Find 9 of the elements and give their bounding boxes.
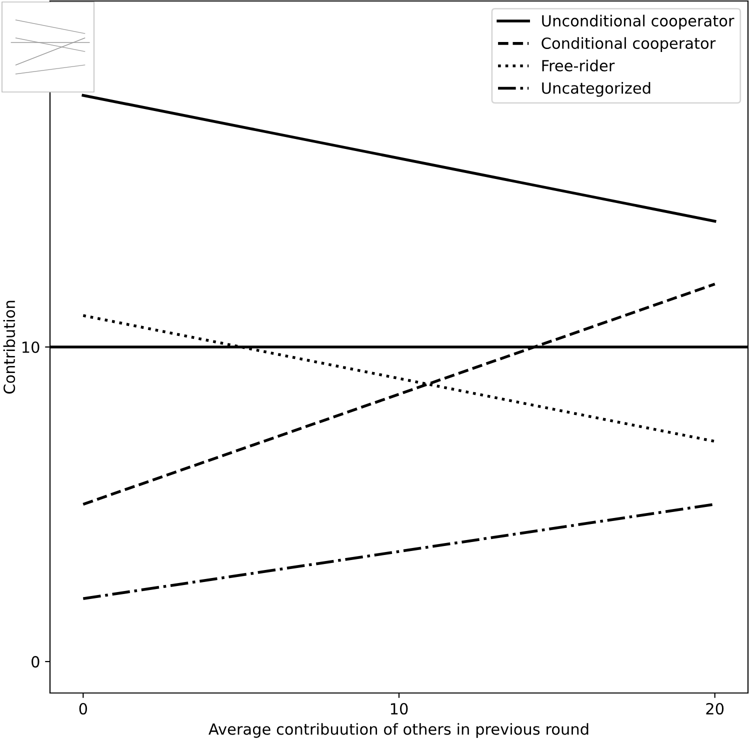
x-tick-label: 10: [390, 702, 408, 715]
y-axis-title: Contribution: [3, 300, 16, 394]
x-tick-label: 0: [79, 702, 88, 715]
legend-label: Uncategorized: [542, 82, 650, 97]
legend-label: Free-rider: [542, 60, 615, 72]
x-tick-label: 20: [706, 702, 724, 715]
legend-label: Conditional cooperator: [542, 37, 716, 52]
x-axis-title: Average contribuution of others in previous round: [208, 723, 588, 738]
legend-label: Unconditional cooperator: [542, 14, 734, 30]
